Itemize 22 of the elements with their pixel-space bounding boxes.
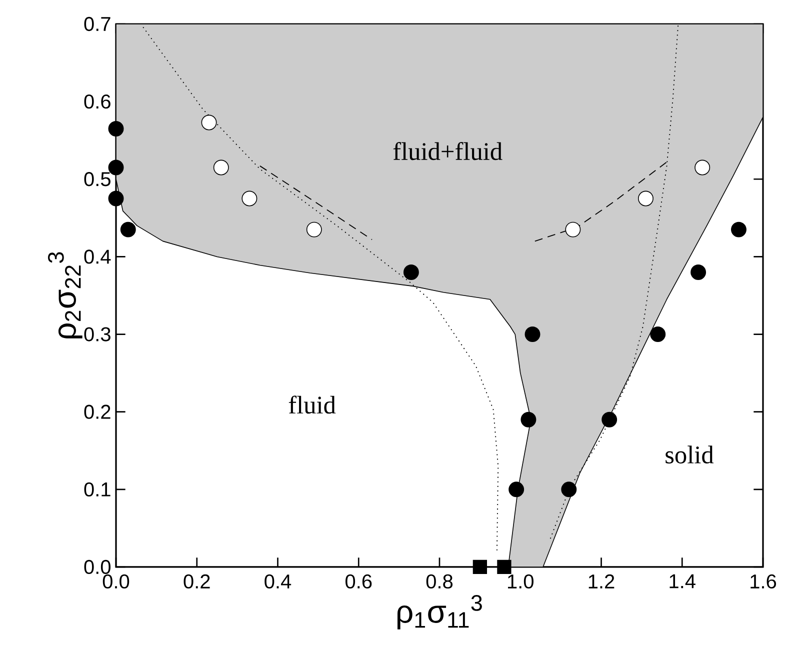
annotation: fluid+fluid xyxy=(393,142,502,160)
y-tick-label: 0.1 xyxy=(84,482,110,496)
x-tick-label: 1.4 xyxy=(670,574,696,588)
x-tick-label: 0.8 xyxy=(426,574,453,589)
y-tick-label: 0.7 xyxy=(84,16,110,32)
x-tick-label: 1.2 xyxy=(588,574,614,588)
y-tick-label: 0.0 xyxy=(84,560,110,574)
x-tick-label: 0.6 xyxy=(346,574,372,589)
x-tick-label: 0.0 xyxy=(102,574,130,589)
y-tick-label: 0.2 xyxy=(84,404,110,419)
x-tick-label: 0.4 xyxy=(264,574,292,589)
annotation: fluid xyxy=(288,396,336,414)
y-tick-label: 0.3 xyxy=(84,327,110,342)
x-tick-label: 0.2 xyxy=(184,574,210,589)
y-tick-label: 0.4 xyxy=(84,250,111,264)
x-axis-title: ρ$_{1}$σ$_{11}$3 xyxy=(398,595,482,630)
y-axis-title: ρ$_{2}$σ$_{22}$3 xyxy=(48,252,82,338)
y-tick-label: 0.6 xyxy=(84,94,110,109)
x-tick-label: 1.6 xyxy=(750,574,776,589)
x-tick-label: 1.0 xyxy=(508,574,534,589)
y-tick-label: 0.5 xyxy=(84,172,110,186)
annotation: solid xyxy=(666,446,714,464)
